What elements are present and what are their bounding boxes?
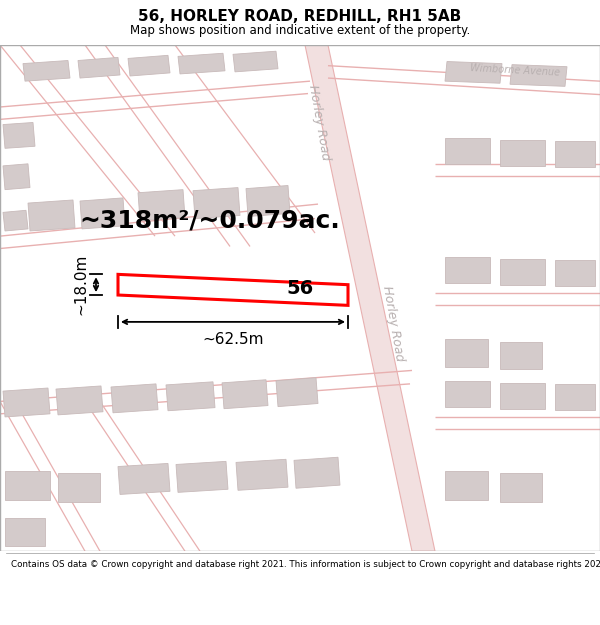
Polygon shape: [176, 461, 228, 492]
Polygon shape: [166, 382, 215, 411]
Polygon shape: [246, 186, 290, 216]
Text: ~318m²/~0.079ac.: ~318m²/~0.079ac.: [80, 209, 340, 232]
Text: Contains OS data © Crown copyright and database right 2021. This information is : Contains OS data © Crown copyright and d…: [11, 560, 600, 569]
Text: Horley Road: Horley Road: [306, 84, 332, 161]
Polygon shape: [500, 140, 545, 166]
Polygon shape: [3, 210, 28, 231]
Text: 56, HORLEY ROAD, REDHILL, RH1 5AB: 56, HORLEY ROAD, REDHILL, RH1 5AB: [139, 9, 461, 24]
Polygon shape: [445, 257, 490, 282]
Polygon shape: [222, 380, 268, 409]
Polygon shape: [3, 164, 30, 189]
Text: Map shows position and indicative extent of the property.: Map shows position and indicative extent…: [130, 24, 470, 37]
Polygon shape: [56, 386, 103, 415]
Polygon shape: [510, 64, 567, 86]
Polygon shape: [5, 518, 45, 546]
Text: ~18.0m: ~18.0m: [73, 254, 88, 316]
Polygon shape: [193, 188, 240, 219]
Polygon shape: [80, 198, 125, 229]
Text: Wimborne Avenue: Wimborne Avenue: [470, 64, 560, 78]
Polygon shape: [23, 61, 70, 81]
Polygon shape: [305, 45, 435, 551]
Polygon shape: [445, 138, 490, 164]
Polygon shape: [178, 53, 225, 74]
Polygon shape: [233, 51, 278, 72]
Polygon shape: [555, 141, 595, 167]
Polygon shape: [500, 383, 545, 409]
Polygon shape: [294, 458, 340, 488]
Text: 56: 56: [286, 279, 314, 298]
Polygon shape: [500, 259, 545, 285]
Polygon shape: [5, 471, 50, 499]
Polygon shape: [111, 384, 158, 412]
Text: ~62.5m: ~62.5m: [202, 332, 264, 348]
Polygon shape: [138, 189, 185, 221]
Polygon shape: [28, 200, 75, 231]
Polygon shape: [78, 58, 120, 78]
Polygon shape: [58, 472, 100, 502]
Polygon shape: [445, 471, 488, 499]
Text: Horley Road: Horley Road: [380, 285, 406, 362]
Polygon shape: [118, 274, 348, 306]
Polygon shape: [236, 459, 288, 490]
Polygon shape: [555, 384, 595, 410]
Polygon shape: [3, 122, 35, 148]
Polygon shape: [128, 56, 170, 76]
Polygon shape: [500, 341, 542, 369]
Polygon shape: [445, 61, 502, 83]
Polygon shape: [276, 378, 318, 407]
Polygon shape: [445, 339, 488, 367]
Polygon shape: [3, 388, 50, 417]
Polygon shape: [445, 381, 490, 407]
Polygon shape: [500, 472, 542, 502]
Polygon shape: [118, 463, 170, 494]
Polygon shape: [555, 260, 595, 286]
